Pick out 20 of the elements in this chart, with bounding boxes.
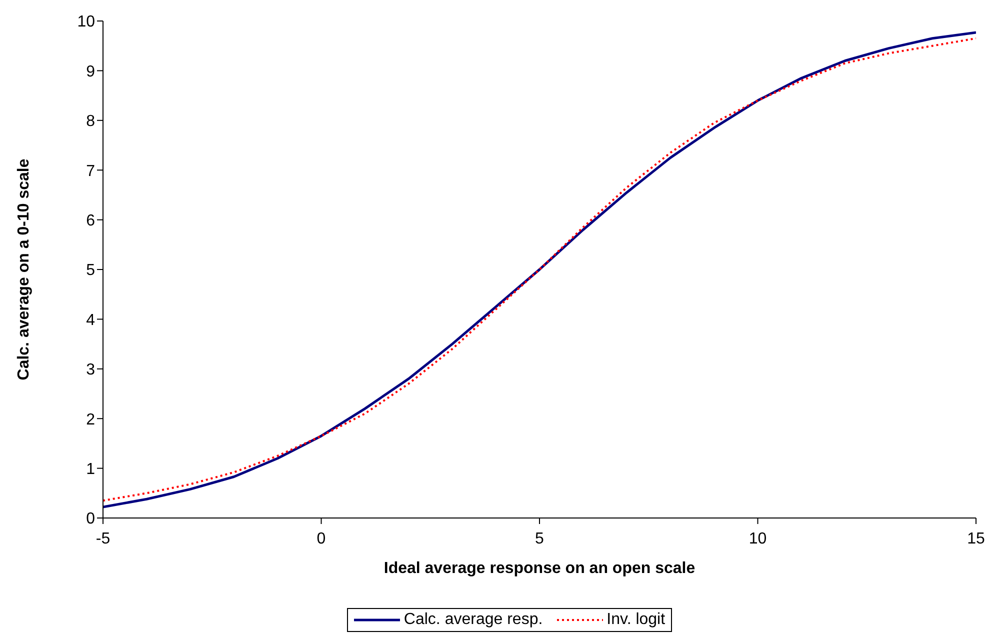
y-tick-label: 3 <box>86 362 96 379</box>
x-axis-title: Ideal average response on an open scale <box>384 560 696 577</box>
y-axis-title: Calc. average on a 0-10 scale <box>16 158 33 380</box>
y-tick-label: 0 <box>86 510 96 528</box>
legend-label: Calc. average resp. <box>404 611 543 629</box>
y-tick-label: 2 <box>86 411 96 428</box>
x-tick-label: 0 <box>316 530 326 548</box>
y-tick-label: 8 <box>86 113 96 130</box>
y-tick-label: 9 <box>86 63 96 80</box>
y-tick-label: 7 <box>86 162 96 180</box>
y-tick-label: 1 <box>86 460 96 478</box>
x-tick-label: 10 <box>748 530 767 548</box>
legend-label: Inv. logit <box>606 611 666 629</box>
x-tick-label: 15 <box>967 530 985 548</box>
y-tick-label: 10 <box>77 14 96 31</box>
y-tick-label: 4 <box>86 312 96 329</box>
y-tick-label: 5 <box>86 262 96 280</box>
x-tick-label: -5 <box>96 530 110 548</box>
x-tick-label: 5 <box>535 530 544 548</box>
y-tick-label: 6 <box>86 212 96 230</box>
